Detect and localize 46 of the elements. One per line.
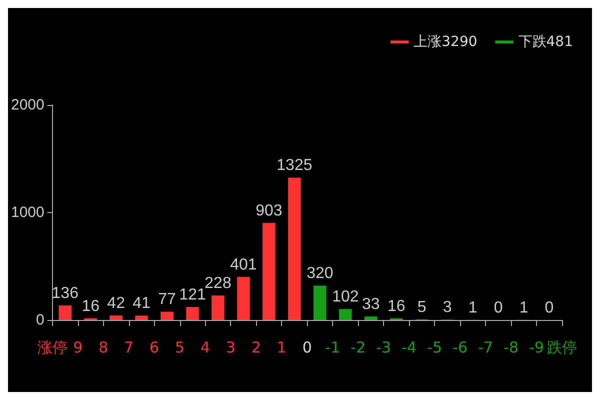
x-tick-label: 7 [124,338,134,356]
x-tick-label: -2 [350,338,366,356]
x-tick-label: 9 [73,338,83,356]
x-tick-label: 跌停 [547,338,577,356]
x-tick-label: 6 [150,338,160,356]
data-label: 42 [107,294,126,312]
data-label: 136 [52,284,79,302]
data-label: 1 [468,299,478,316]
data-label: 1325 [276,157,312,174]
y-tick-label: 2000 [10,96,44,114]
x-tick-label: -6 [452,338,468,356]
data-label: 33 [362,296,380,313]
data-label: 903 [256,202,282,220]
data-label: 77 [158,291,176,308]
data-label: 3 [442,299,452,316]
data-label: 1 [519,299,528,316]
data-label: 102 [332,288,359,306]
y-tick-label: 1000 [10,204,44,221]
x-tick-label: 3 [226,338,236,356]
x-tick-label: -3 [376,338,392,356]
x-tick-label: -9 [529,338,544,356]
x-tick-label: -5 [427,338,442,356]
x-tick-label: -8 [504,338,519,356]
data-label: 16 [387,298,406,315]
legend-label: 上涨3290 [414,34,478,50]
x-tick-label: -1 [325,338,340,356]
x-tick-label: 2 [251,338,261,356]
x-tick-label: -4 [402,338,417,356]
x-tick-label: 4 [200,338,210,356]
data-label: 0 [494,300,503,316]
data-label: 401 [230,256,257,274]
data-label: 5 [417,298,426,316]
x-tick-label: -7 [478,338,494,356]
data-label: 16 [82,298,100,315]
data-label: 0 [544,300,554,316]
data-label: 228 [204,274,232,292]
legend-label: 下跌481 [518,34,574,50]
x-tick-label: 8 [98,338,108,356]
x-tick-label: 涨停 [37,338,68,356]
x-tick-label: 5 [175,338,185,356]
data-label: 320 [306,265,334,282]
data-label: 41 [132,295,151,312]
y-tick-label: 0 [36,312,44,328]
data-label: 121 [179,286,206,304]
x-tick-label: 1 [276,338,286,356]
x-tick-label: 0 [302,338,312,356]
